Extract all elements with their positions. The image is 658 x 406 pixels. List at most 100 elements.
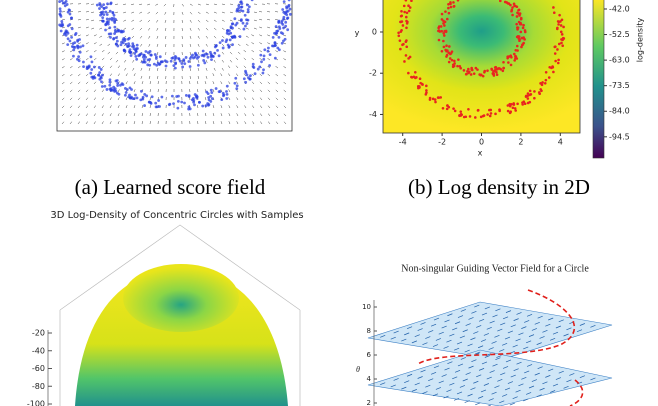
samples xyxy=(397,0,566,119)
arrow xyxy=(235,57,239,61)
sample xyxy=(517,35,521,38)
arrow xyxy=(243,73,247,77)
arrow xyxy=(449,333,455,337)
sample xyxy=(262,57,266,61)
sample xyxy=(451,65,455,69)
arrow xyxy=(125,113,128,117)
arrow xyxy=(85,81,89,85)
sample xyxy=(92,65,96,69)
colorbar xyxy=(592,0,605,159)
arrow xyxy=(457,363,464,367)
sample xyxy=(539,88,543,91)
arrow xyxy=(435,338,442,341)
sample xyxy=(288,12,292,16)
arrow xyxy=(228,97,231,101)
arrow xyxy=(462,329,468,333)
sample xyxy=(127,95,131,99)
sample xyxy=(209,50,212,54)
arrow xyxy=(189,35,192,39)
arrow xyxy=(164,19,167,23)
sample xyxy=(72,54,75,58)
sample xyxy=(221,91,225,95)
sample xyxy=(169,59,173,63)
arrow xyxy=(205,19,209,23)
sample xyxy=(89,71,93,75)
sample xyxy=(192,56,195,60)
sample xyxy=(247,5,251,9)
sample xyxy=(449,2,452,6)
sample xyxy=(112,13,116,17)
sample xyxy=(175,95,179,98)
sample xyxy=(109,2,113,6)
sample xyxy=(58,7,62,11)
sample xyxy=(66,43,70,46)
arrow xyxy=(443,346,449,349)
arrow xyxy=(425,336,431,339)
sample xyxy=(517,8,520,12)
arrow xyxy=(133,89,136,93)
arrow xyxy=(77,19,81,21)
sample xyxy=(277,25,281,29)
arrow xyxy=(267,105,271,109)
arrow xyxy=(205,27,209,31)
arrow xyxy=(443,395,449,399)
arrow xyxy=(125,97,128,101)
sample xyxy=(556,61,560,65)
sample xyxy=(184,94,188,97)
sample xyxy=(462,69,466,72)
arrow xyxy=(77,89,81,93)
sample xyxy=(273,41,277,45)
arrow xyxy=(523,398,529,402)
sample xyxy=(197,55,200,59)
arrow xyxy=(542,381,548,385)
arrow xyxy=(283,89,287,93)
arrow xyxy=(149,121,151,125)
arrow xyxy=(140,59,143,63)
sample xyxy=(526,101,530,105)
arrow xyxy=(237,51,241,55)
arrow xyxy=(147,11,151,14)
arrow xyxy=(275,113,279,117)
sample xyxy=(271,35,275,39)
sample xyxy=(234,76,238,80)
sample xyxy=(225,90,228,93)
arrow xyxy=(259,97,263,101)
arrow xyxy=(148,43,151,47)
arrow xyxy=(393,378,399,381)
sample xyxy=(442,32,446,35)
arrow xyxy=(93,34,97,37)
sample xyxy=(135,96,139,100)
sample xyxy=(131,45,134,48)
sample xyxy=(209,88,213,92)
sample xyxy=(405,22,409,25)
sample xyxy=(453,109,457,113)
sample xyxy=(515,5,519,9)
sample xyxy=(82,60,85,64)
sample xyxy=(209,100,213,103)
arrow xyxy=(93,57,97,61)
arrow xyxy=(446,389,452,392)
arrow xyxy=(93,97,97,101)
sample xyxy=(119,43,123,47)
arrow xyxy=(459,385,466,388)
sample xyxy=(417,86,420,90)
arrow xyxy=(521,377,527,380)
sample xyxy=(143,53,146,57)
arrow xyxy=(283,81,287,85)
arrow xyxy=(61,66,65,69)
colorbar-tick-label: -84.0 xyxy=(609,107,630,116)
arrow xyxy=(131,3,135,5)
arrow xyxy=(486,326,492,330)
crater xyxy=(123,264,239,332)
arrow xyxy=(85,89,89,93)
arrow xyxy=(181,27,183,31)
arrow xyxy=(428,378,434,382)
arrow xyxy=(165,35,167,39)
sample xyxy=(125,88,129,91)
arrow xyxy=(204,97,207,101)
sample xyxy=(522,36,525,40)
arrow xyxy=(125,73,128,77)
arrow xyxy=(590,325,596,328)
sample xyxy=(557,58,560,62)
sample xyxy=(443,20,447,24)
